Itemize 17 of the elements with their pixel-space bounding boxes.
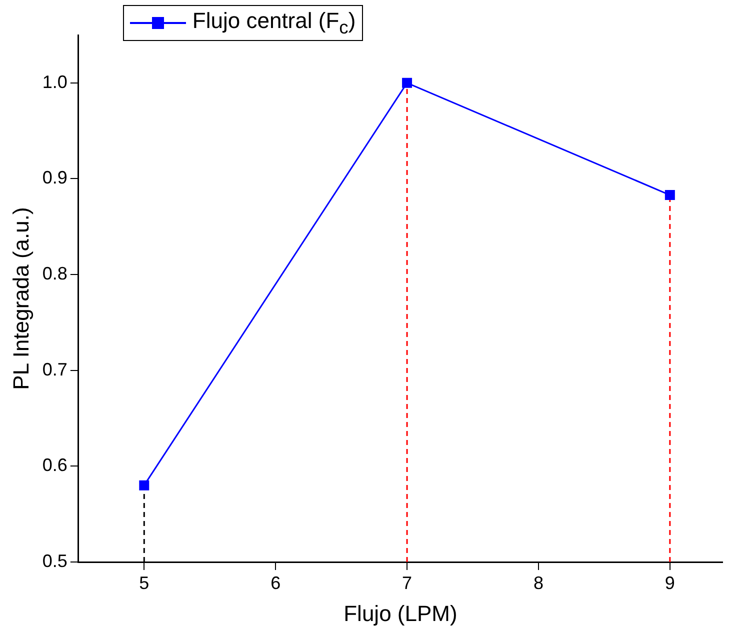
point — [139, 480, 150, 490]
point — [402, 78, 412, 88]
x-tick-label: 7 — [402, 572, 412, 593]
y-tick-label: 0.6 — [42, 455, 68, 476]
x-tick-label: 6 — [270, 572, 281, 593]
y-axis-title: PL Integrada (a.u.) — [8, 207, 34, 390]
y-tick-label: 0.7 — [42, 359, 68, 380]
x-tick-label: 8 — [533, 572, 544, 593]
x-tick-label: 9 — [664, 572, 675, 593]
x-axis-title: Flujo (LPM) — [344, 600, 458, 626]
y-tick-label: 0.9 — [42, 168, 68, 188]
x-tick-label: 5 — [139, 572, 150, 593]
point — [664, 190, 675, 200]
y-tick-label: 1.0 — [42, 72, 68, 92]
legend-label: Flujo central (F$_{c}$) — [192, 8, 356, 38]
y-tick-label: 0.8 — [42, 264, 68, 284]
y-tick-label: 0.5 — [42, 550, 68, 571]
